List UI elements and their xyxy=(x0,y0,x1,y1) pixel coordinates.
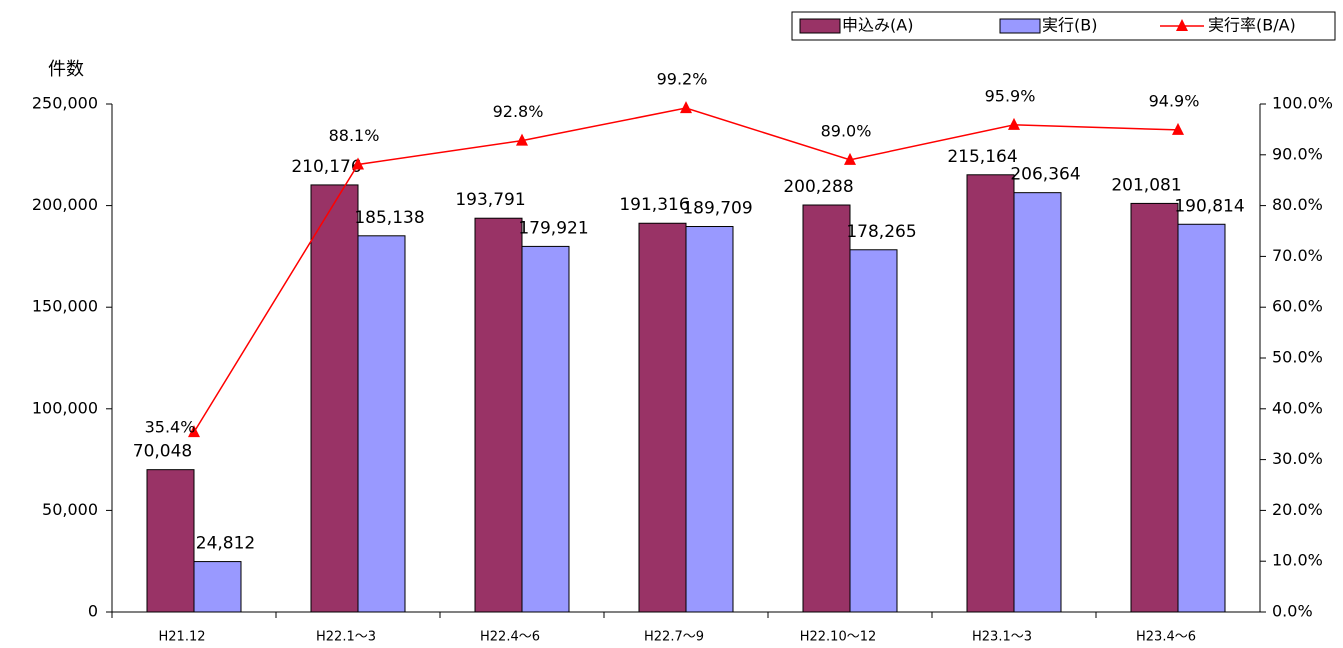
x-tick-label: H21.12 xyxy=(159,630,206,645)
legend-label: 実行(B) xyxy=(1042,16,1097,35)
data-label: 191,316 xyxy=(619,195,689,215)
x-tick-label: H22.10～12 xyxy=(800,630,877,645)
data-label: 193,791 xyxy=(455,190,525,210)
bar xyxy=(193,561,242,613)
data-label: 201,081 xyxy=(1111,175,1181,195)
bar xyxy=(1177,223,1226,613)
rate-label: 92.8% xyxy=(493,102,544,121)
bar xyxy=(685,226,734,613)
legend-swatch xyxy=(999,18,1041,34)
data-label: 185,138 xyxy=(354,208,424,228)
y2-tick-label: 10.0% xyxy=(1272,551,1323,570)
bar xyxy=(1130,202,1179,613)
legend-swatch xyxy=(799,18,841,34)
y2-tick-label: 30.0% xyxy=(1272,449,1323,468)
y2-tick-label: 90.0% xyxy=(1272,144,1323,163)
legend-box xyxy=(791,11,1336,41)
bar xyxy=(357,235,406,613)
data-label: 189,709 xyxy=(682,199,752,219)
bar xyxy=(802,204,851,613)
y-tick-label: 0 xyxy=(88,602,98,621)
bar xyxy=(638,222,687,613)
y2-tick-label: 60.0% xyxy=(1272,297,1323,316)
rate-marker xyxy=(1172,122,1184,135)
rate-marker xyxy=(1008,117,1020,130)
rate-label: 35.4% xyxy=(145,418,196,437)
y2-tick-label: 100.0% xyxy=(1272,94,1333,113)
y2-tick-label: 20.0% xyxy=(1272,500,1323,519)
data-label: 210,176 xyxy=(291,157,361,177)
bar xyxy=(521,245,570,613)
rate-marker xyxy=(352,157,364,170)
legend-swatch xyxy=(1176,19,1188,31)
data-label: 178,265 xyxy=(846,222,916,242)
y2-tick-label: 0.0% xyxy=(1272,602,1313,621)
rate-marker xyxy=(844,152,856,165)
data-label: 190,814 xyxy=(1174,196,1244,216)
y-tick-label: 200,000 xyxy=(32,195,98,214)
y2-tick-label: 50.0% xyxy=(1272,348,1323,367)
y-tick-label: 100,000 xyxy=(32,398,98,417)
data-label: 24,812 xyxy=(196,534,255,554)
bar xyxy=(474,217,523,613)
y-axis-label: 件数 xyxy=(48,59,84,80)
y2-tick-label: 80.0% xyxy=(1272,195,1323,214)
rate-label: 94.9% xyxy=(1149,91,1200,110)
data-label: 70,048 xyxy=(133,442,192,462)
rate-label: 95.9% xyxy=(985,86,1036,105)
rate-marker xyxy=(680,101,692,114)
data-label: 179,921 xyxy=(518,218,588,238)
bar xyxy=(849,249,898,613)
y-tick-label: 150,000 xyxy=(32,297,98,316)
rate-label: 88.1% xyxy=(329,126,380,145)
x-tick-label: H22.4～6 xyxy=(480,630,540,645)
y2-tick-label: 70.0% xyxy=(1272,246,1323,265)
data-label: 206,364 xyxy=(1010,165,1080,185)
bar xyxy=(966,174,1015,613)
x-tick-label: H22.7～9 xyxy=(644,630,704,645)
bar xyxy=(310,184,359,613)
rate-label: 99.2% xyxy=(657,70,708,89)
x-tick-label: H23.1～3 xyxy=(972,630,1032,645)
legend-label: 申込み(A) xyxy=(842,16,913,35)
data-label: 215,164 xyxy=(947,147,1017,167)
y-tick-label: 250,000 xyxy=(32,94,98,113)
rate-marker xyxy=(516,133,528,146)
bar xyxy=(146,469,195,613)
rate-label: 89.0% xyxy=(821,121,872,140)
data-label: 200,288 xyxy=(783,177,853,197)
x-tick-label: H23.4～6 xyxy=(1136,630,1196,645)
y2-tick-label: 40.0% xyxy=(1272,398,1323,417)
bar xyxy=(1013,192,1062,613)
legend-label: 実行率(B/A) xyxy=(1208,16,1296,35)
y-tick-label: 50,000 xyxy=(42,500,98,519)
rate-marker xyxy=(188,425,200,438)
x-tick-label: H22.1～3 xyxy=(316,630,376,645)
